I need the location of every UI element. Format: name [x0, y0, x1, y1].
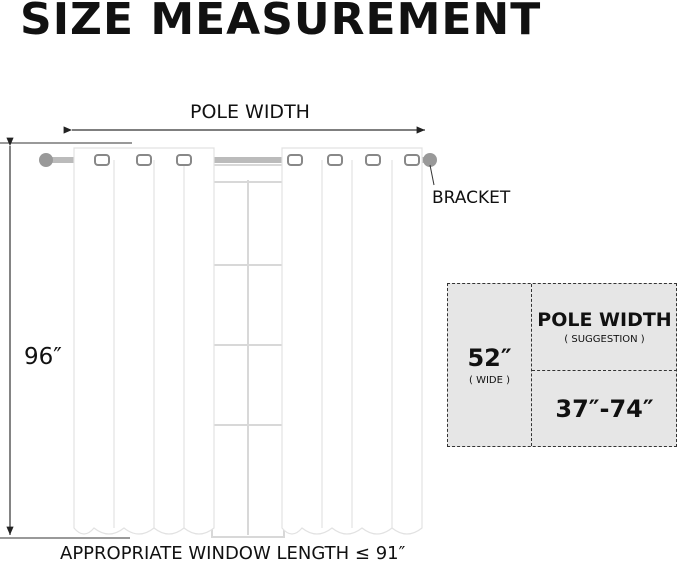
pole-range: 37″-74″	[555, 394, 654, 423]
grommets	[94, 154, 420, 166]
bracket-label: BRACKET	[432, 188, 511, 208]
bracket-pointer	[429, 164, 435, 186]
curtain-panel-left	[73, 147, 215, 535]
pole-width-label: POLE WIDTH	[190, 101, 310, 123]
window	[211, 164, 285, 538]
height-label: 96″	[24, 344, 62, 370]
window-length-label: APPROPRIATE WINDOW LENGTH ≤ 91″	[60, 543, 406, 564]
spec-box: 52″ ( WIDE ) POLE WIDTH ( SUGGESTION ) 3…	[447, 283, 677, 447]
curtain-panel-right	[281, 147, 423, 535]
range-cell: 37″-74″	[532, 371, 677, 446]
curtain-rod	[44, 157, 436, 163]
pole-cell: POLE WIDTH ( SUGGESTION )	[532, 284, 677, 371]
rod-finial-right	[423, 153, 437, 167]
page-title: SIZE MEASUREMENT	[20, 0, 542, 45]
pole-note: ( SUGGESTION )	[564, 334, 645, 345]
rod-finial-left	[39, 153, 53, 167]
width-note: ( WIDE )	[468, 375, 510, 386]
width-cell: 52″ ( WIDE )	[448, 284, 532, 446]
pole-title: POLE WIDTH	[537, 309, 672, 331]
width-value: 52″	[467, 344, 512, 372]
